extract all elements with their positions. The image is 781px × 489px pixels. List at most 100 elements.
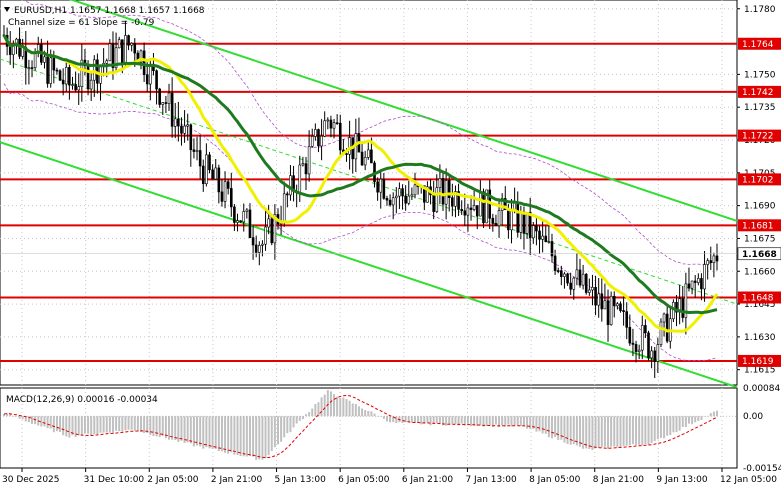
candle-body [619,303,622,311]
macd-bar [320,397,323,417]
candle-body [77,86,81,91]
macd-bar [34,416,37,425]
candle-body [426,186,429,203]
candle-body [198,150,202,167]
current-price-tag [737,247,781,261]
candle-body [709,260,713,263]
symbol-header: EURUSD,H1 1.1657 1.1668 1.1657 1.1668 Ch… [4,6,205,28]
candle-body [164,102,168,104]
macd-bar [385,416,388,422]
macd-bar [554,416,557,437]
candle-body [195,150,199,152]
candle-body [681,298,685,318]
macd-bar [59,416,62,432]
macd-bar [252,416,255,457]
macd-bar [653,416,656,442]
candle-body [516,202,520,233]
macd-bar [666,416,669,436]
macd-bar [255,416,258,460]
level-tag [738,85,781,98]
candle-body [553,255,557,271]
candle-body [261,243,264,246]
macd-bar [566,416,569,444]
macd-bar [410,416,413,423]
candle-body [264,226,267,245]
macd-bar [700,416,703,420]
price-tick-label: 1.1615 [744,366,776,376]
candle-body [594,287,597,306]
candle-body [656,344,660,362]
candle-body [460,209,463,212]
level-tag-label: 1.1681 [742,221,774,231]
macd-bar [532,416,535,429]
time-tick-label: 9 Jan 13:00 [656,475,708,485]
candle-body [715,255,719,262]
macd-bar [407,416,410,423]
candle-body [248,209,252,238]
macd-bar [438,416,441,424]
macd-bar [504,416,507,427]
macd-indicator [0,390,737,460]
macd-bar [24,416,27,422]
candle-body [30,67,34,69]
candle-body [304,163,308,175]
candle-body [236,220,239,223]
candle-body [186,124,189,127]
macd-bar [130,416,133,430]
candle-body [332,122,336,129]
macd-bar [283,416,286,438]
macd-bar [339,398,342,417]
macd-bar [684,416,687,428]
macd-bar [211,416,214,449]
candle-body [532,225,535,239]
collapse-triangle-icon[interactable] [4,7,10,12]
candle-body [444,180,448,205]
macd-bar [261,416,264,460]
macd-bar [716,410,718,417]
macd-bar [625,416,628,446]
macd-bar [326,390,329,417]
candle-body [631,342,635,345]
candle-body [205,154,208,185]
candle-body [55,69,59,72]
macd-tick-label: -0.00154 [743,464,781,474]
envelope-lower [3,83,718,362]
macd-bar [392,416,395,422]
time-tick-label: 8 Jan 21:00 [593,475,645,485]
candle-body [469,207,473,210]
candle-body [345,153,348,155]
macd-bar [236,416,239,455]
macd-bar [239,416,242,457]
macd-bar [177,416,180,442]
level-tag [738,354,781,367]
candle-body [479,191,482,217]
candle-body [382,178,386,199]
candle-body [89,79,93,90]
candle-body [217,167,221,193]
candle-body [180,125,183,134]
macd-bar [74,416,77,437]
macd-bar [426,416,429,423]
candle-body [591,287,594,291]
candle-body [130,43,133,46]
time-tick-label: 5 Jan 13:00 [275,475,327,485]
candle-body [513,202,516,210]
macd-bar [314,404,317,417]
candle-body [307,146,311,175]
candle-body [640,325,644,351]
candle-body [510,208,513,231]
macd-bar [488,416,491,425]
macd-bar [613,416,616,447]
candle-body [578,269,582,286]
macd-bar [143,416,146,434]
candle-body [158,88,161,105]
candle-body [68,67,71,86]
candle-body [538,230,541,240]
macd-bar [295,416,298,424]
macd-bar [529,416,532,429]
candle-body [177,118,180,127]
candle-body [413,184,417,196]
candle-body [370,149,373,164]
